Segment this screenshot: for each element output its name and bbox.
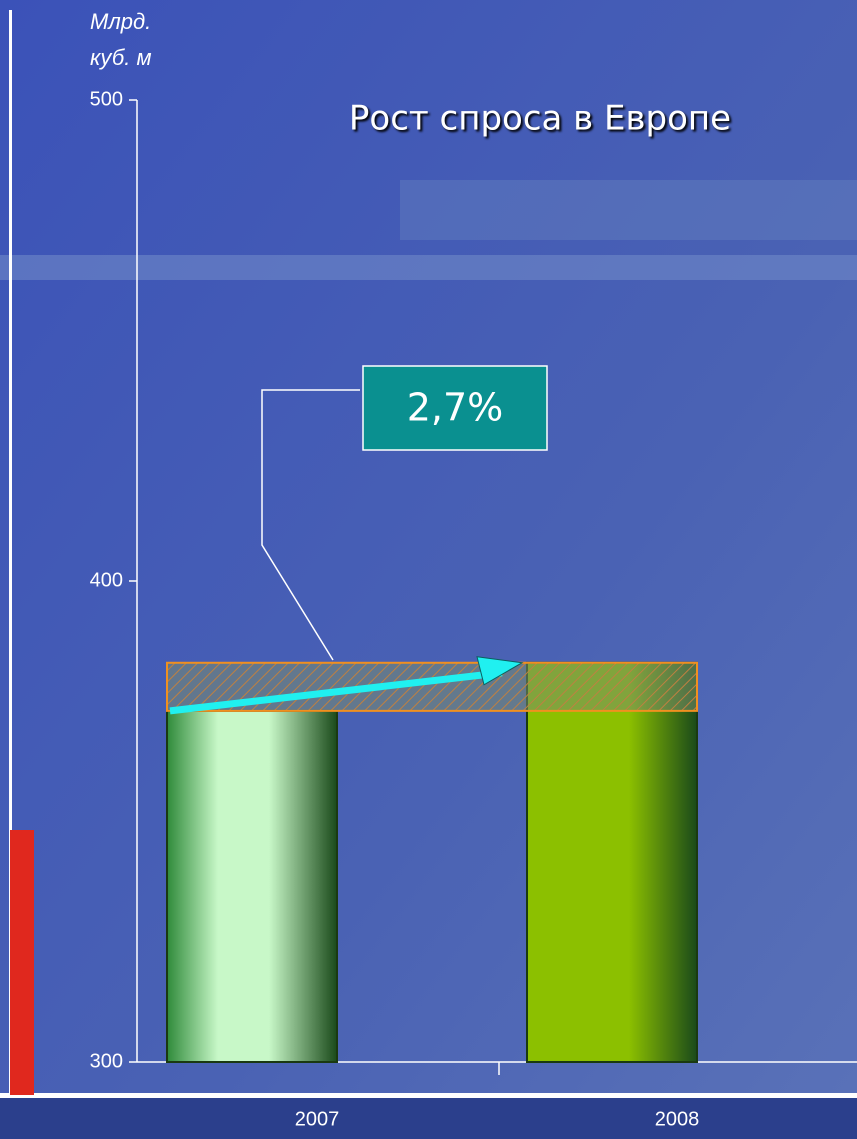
y-tick-label: 500	[90, 88, 123, 110]
y-tick-label: 300	[90, 1050, 123, 1072]
stripe	[400, 180, 857, 240]
bottom-band	[0, 1098, 857, 1139]
y-axis-label: Млрд. куб. м	[90, 9, 152, 70]
x-tick-label: 2007	[295, 1108, 340, 1130]
left-line	[9, 10, 12, 1095]
y-tick-label: 400	[90, 569, 123, 591]
arrow-head	[476, 656, 524, 686]
bar	[166, 709, 338, 1063]
bar	[526, 661, 698, 1064]
growth-arrow	[169, 669, 503, 715]
x-tick-label: 2008	[655, 1108, 700, 1130]
annotation: 2,7%	[407, 386, 504, 430]
stripe	[0, 255, 857, 280]
annotation-box	[362, 365, 548, 451]
chart-title: Рост спроса в Европе	[349, 99, 731, 139]
bottom-line	[0, 1093, 857, 1098]
red-bar	[10, 830, 34, 1095]
connector	[261, 389, 360, 661]
